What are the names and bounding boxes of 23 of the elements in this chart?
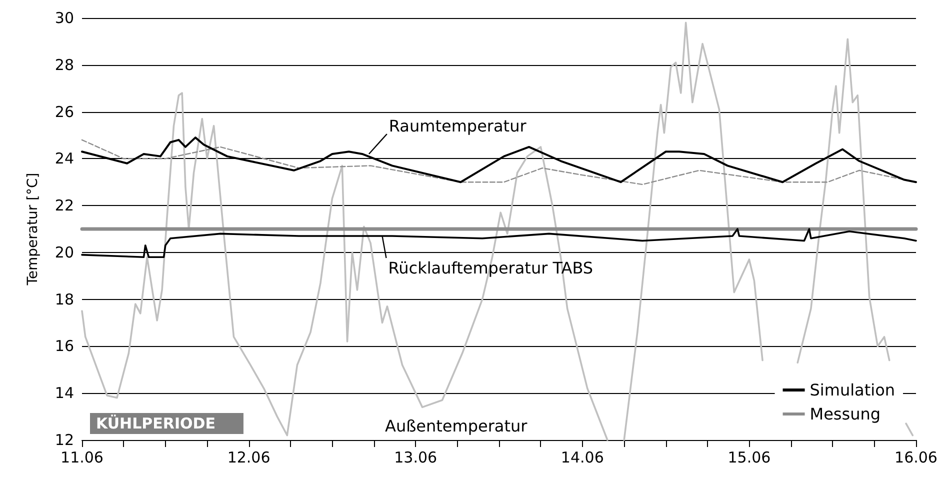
annotation: KÜHLPERIODE [96, 414, 216, 432]
x-tick-label: 15.06 [728, 448, 771, 466]
y-tick-label: 30 [54, 9, 74, 27]
y-tick-label: 14 [54, 384, 74, 402]
y-tick-label: 26 [54, 102, 74, 121]
legend-label: Messung [810, 404, 881, 424]
y-axis-title: Temperatur [°C] [25, 172, 41, 286]
annotation: Außentemperatur [385, 416, 528, 436]
y-tick-label: 20 [54, 243, 74, 262]
y-tick-label: 28 [54, 56, 74, 74]
y-tick-label: 24 [54, 150, 74, 168]
x-tick-label: 16.06 [894, 448, 938, 466]
x-tick-label: 14.06 [560, 448, 604, 466]
annotation: Rücklauftemperatur TABS [388, 258, 594, 278]
y-tick-label: 12 [54, 431, 74, 449]
annotation: Raumtemperatur [388, 116, 527, 136]
y-tick-label: 18 [54, 290, 74, 308]
x-tick-label: 13.06 [394, 448, 438, 466]
x-tick-label: 11.06 [60, 448, 104, 466]
x-tick-label: 12.06 [227, 448, 270, 466]
y-tick-label: 22 [54, 196, 74, 215]
y-tick-label: 16 [54, 337, 74, 356]
legend-label: Simulation [810, 380, 896, 400]
